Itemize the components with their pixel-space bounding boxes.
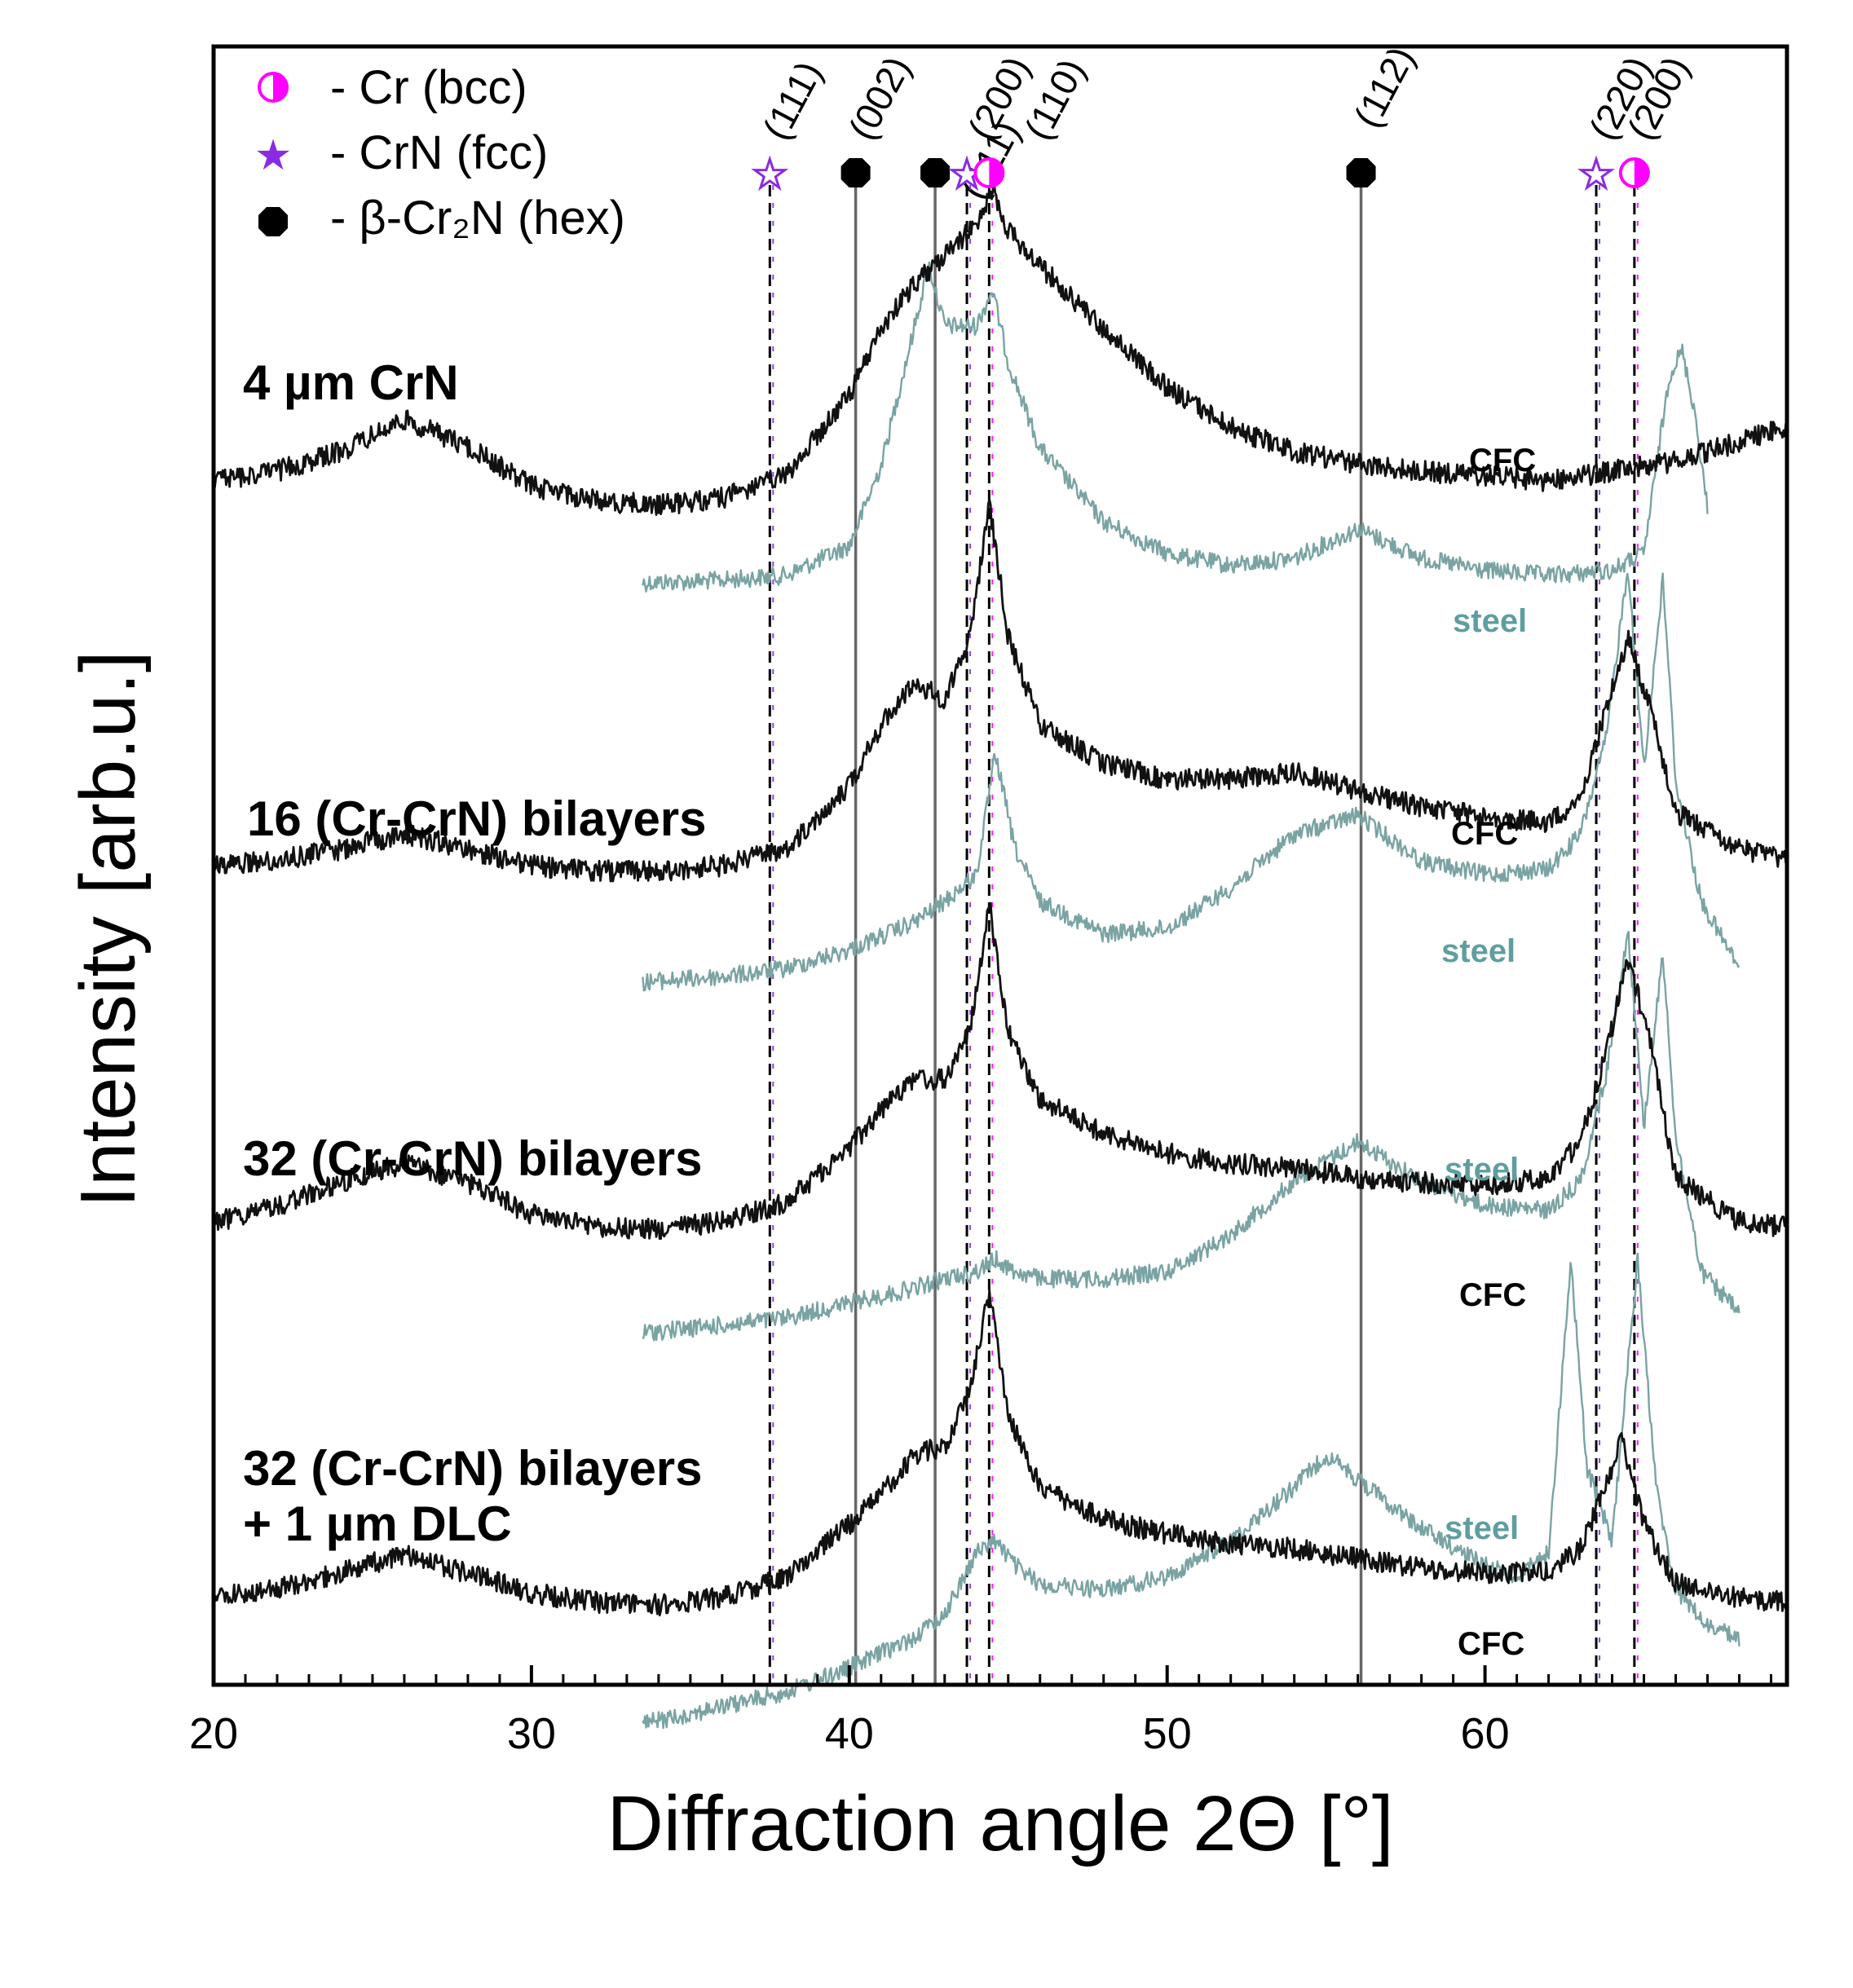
cr2n-marker	[920, 158, 951, 187]
trace-label-cfc-2: CFC	[1451, 816, 1518, 852]
cfc-trace	[212, 181, 1789, 516]
sample-label-4um-crn: 4 µm CrN	[243, 355, 459, 410]
trace-label-steel-1: steel	[1453, 603, 1527, 639]
trace-label-cfc-3: CFC	[1459, 1277, 1526, 1313]
x-tick-label: 20	[189, 1709, 238, 1758]
trace-label-steel-4: steel	[1445, 1510, 1519, 1546]
legend-cr2n: - β-Cr₂N (hex)	[330, 192, 625, 245]
x-tick-label: 30	[507, 1709, 556, 1758]
diffraction-traces	[212, 181, 1789, 1730]
x-axis-title: Diffraction angle 2Θ [°]	[607, 1780, 1393, 1867]
cr-marker-fill	[989, 159, 1004, 187]
half-circle-icon	[258, 72, 289, 103]
x-tick-label: 50	[1143, 1709, 1192, 1758]
sample-label-32-bilayers: 32 (Cr-CrN) bilayers	[243, 1131, 703, 1186]
y-axis-title: Intensity [arb.u.]	[64, 650, 152, 1207]
trace-label-steel-2: steel	[1441, 933, 1515, 969]
x-tick-label: 60	[1461, 1709, 1510, 1758]
cr2n-marker	[840, 158, 871, 187]
plot-frame	[211, 44, 1789, 1687]
octagon-icon	[258, 207, 288, 236]
legend: - Cr (bcc) ★ - CrN (fcc) - β-Cr₂N (hex)	[254, 61, 625, 245]
cfc-trace	[212, 498, 1787, 883]
sample-label-32-bilayers-dlc-line2: + 1 µm DLC	[243, 1497, 512, 1551]
trace-label-steel-3: steel	[1445, 1152, 1519, 1188]
cr2n-marker	[1346, 158, 1376, 187]
phase-markers: ★ ★ ★	[751, 151, 1650, 199]
cfc-trace	[212, 1289, 1789, 1617]
trace-label-cfc-1: CFC	[1469, 443, 1536, 478]
steel-trace	[642, 261, 1709, 593]
trace-label-cfc-4: CFC	[1458, 1626, 1524, 1662]
steel-trace	[642, 1252, 1740, 1730]
crn-marker: ★	[752, 152, 788, 197]
star-icon: ★	[254, 131, 293, 180]
cfc-trace	[212, 901, 1789, 1240]
cr-marker-fill	[1634, 159, 1648, 187]
legend-crn: - CrN (fcc)	[330, 126, 548, 179]
sample-label-16-bilayers: 16 (Cr-CrN) bilayers	[247, 791, 707, 846]
x-axis-ticks: 20 30 40 50 60	[189, 1665, 1773, 1758]
sample-label-32-bilayers-dlc-line1: 32 (Cr-CrN) bilayers	[243, 1441, 703, 1496]
x-tick-label: 40	[825, 1709, 874, 1758]
legend-cr: - Cr (bcc)	[330, 61, 527, 114]
crn-marker: ★	[1579, 152, 1614, 197]
steel-trace	[642, 930, 1740, 1342]
steel-trace	[642, 572, 1740, 992]
